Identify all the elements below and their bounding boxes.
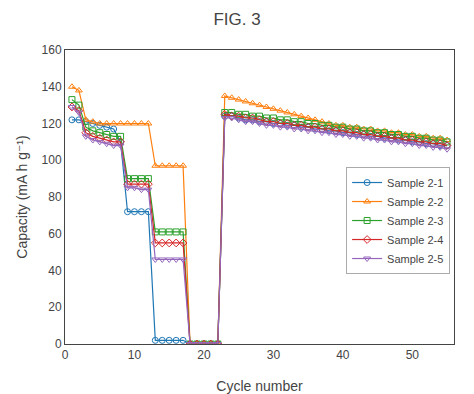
svg-text:120: 120 [42, 117, 62, 131]
svg-text:Cycle number: Cycle number [216, 378, 303, 394]
svg-text:20: 20 [197, 348, 211, 362]
svg-text:160: 160 [42, 43, 62, 57]
svg-text:60: 60 [48, 227, 62, 241]
svg-text:40: 40 [48, 264, 62, 278]
svg-text:Sample 2-4: Sample 2-4 [387, 234, 443, 246]
svg-text:50: 50 [406, 348, 420, 362]
svg-text:10: 10 [128, 348, 142, 362]
svg-text:FIG. 3: FIG. 3 [213, 10, 260, 29]
svg-text:40: 40 [336, 348, 350, 362]
svg-text:0: 0 [62, 348, 69, 362]
svg-text:140: 140 [42, 80, 62, 94]
svg-text:0: 0 [55, 337, 62, 351]
svg-text:Sample 2-5: Sample 2-5 [387, 253, 443, 265]
svg-text:30: 30 [267, 348, 281, 362]
svg-text:20: 20 [48, 300, 62, 314]
svg-text:Sample 2-2: Sample 2-2 [387, 196, 443, 208]
svg-text:Sample 2-1: Sample 2-1 [387, 177, 443, 189]
svg-text:100: 100 [42, 153, 62, 167]
svg-text:Sample 2-3: Sample 2-3 [387, 215, 443, 227]
svg-text:Capacity (mA h g⁻¹): Capacity (mA h g⁻¹) [14, 135, 30, 258]
svg-text:80: 80 [48, 190, 62, 204]
